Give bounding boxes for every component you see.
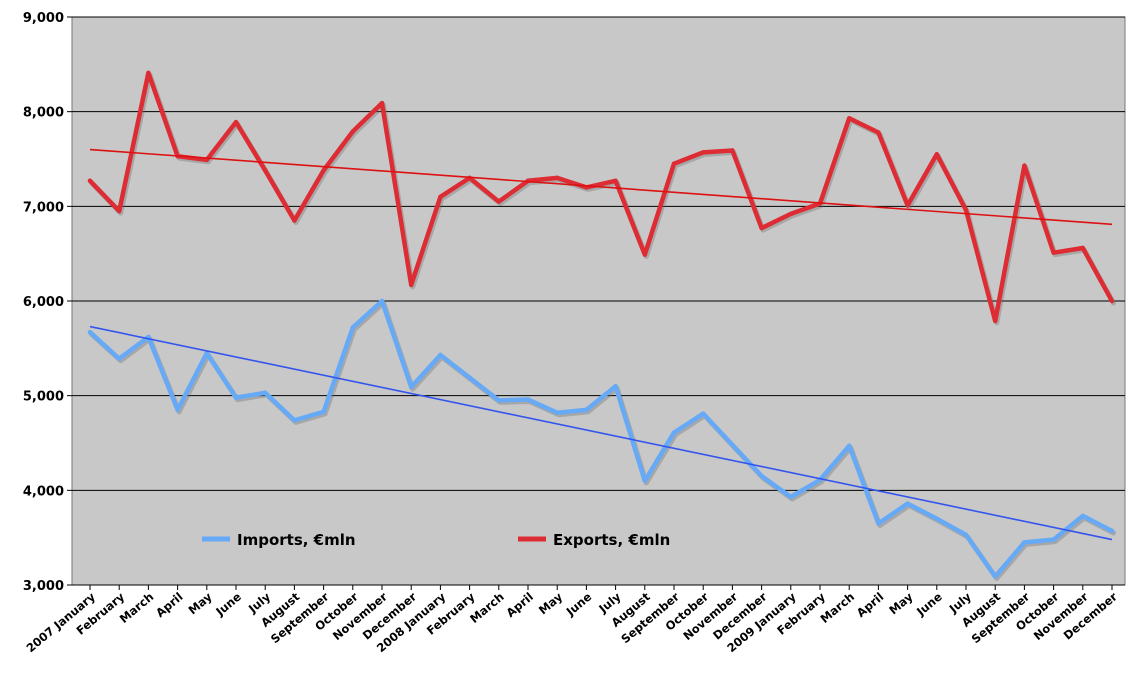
data-point-exports xyxy=(379,100,385,106)
data-point-exports xyxy=(613,178,618,183)
x-tick-label: May xyxy=(886,589,916,617)
data-point-imports xyxy=(525,397,531,402)
series-layer xyxy=(87,70,1116,581)
data-point-exports xyxy=(1022,163,1027,168)
x-tick-label: May xyxy=(186,589,216,617)
data-point-exports xyxy=(788,211,793,217)
data-point-exports xyxy=(671,161,677,166)
y-tick-label: 4,000 xyxy=(23,484,64,499)
trendline-imports xyxy=(89,325,1113,541)
data-point-exports xyxy=(1080,245,1086,251)
legend: Imports, €mln Exports, €mln xyxy=(202,531,670,549)
data-point-imports xyxy=(759,473,764,479)
y-tick-label: 7,000 xyxy=(23,200,64,215)
data-point-imports xyxy=(1109,528,1115,534)
x-tick-label: May xyxy=(536,589,566,617)
data-point-imports xyxy=(233,395,239,400)
y-tick-label: 8,000 xyxy=(23,106,64,121)
data-point-imports xyxy=(379,298,385,304)
grid-lines xyxy=(72,16,1125,586)
data-point-imports xyxy=(117,356,122,361)
data-point-imports xyxy=(876,521,881,526)
x-tick-label: April xyxy=(503,590,536,620)
data-point-imports xyxy=(730,442,735,448)
trendline-exports xyxy=(89,148,1113,226)
y-tick-label: 3,000 xyxy=(23,579,64,594)
data-point-imports xyxy=(701,411,706,416)
data-point-exports xyxy=(642,252,647,257)
data-point-exports xyxy=(438,194,443,200)
data-point-exports xyxy=(963,207,969,213)
series-line-imports xyxy=(87,298,1115,579)
data-point-imports xyxy=(555,410,560,415)
data-point-exports xyxy=(1109,298,1115,304)
x-tick-label: April xyxy=(153,590,186,620)
x-tick-label: April xyxy=(854,590,887,620)
data-point-exports xyxy=(321,168,326,173)
x-tick-label: June xyxy=(563,589,595,619)
data-point-imports xyxy=(671,430,677,435)
legend-label-exports: Exports, €mln xyxy=(553,531,670,549)
data-point-exports xyxy=(847,116,852,121)
data-point-imports xyxy=(993,574,998,579)
y-tick-label: 9,000 xyxy=(23,11,64,26)
data-point-exports xyxy=(496,199,501,204)
x-tick-label: June xyxy=(913,589,945,619)
y-tick-label: 5,000 xyxy=(23,390,64,405)
data-point-imports xyxy=(934,516,939,521)
data-point-exports xyxy=(701,150,706,155)
data-point-imports xyxy=(1022,540,1027,545)
data-point-imports xyxy=(175,407,180,413)
data-point-imports xyxy=(584,407,589,413)
data-point-imports xyxy=(613,384,618,389)
data-point-imports xyxy=(87,330,93,335)
data-point-exports xyxy=(409,282,414,288)
data-point-exports xyxy=(350,129,355,134)
data-point-exports xyxy=(117,208,122,214)
data-point-imports xyxy=(263,390,268,396)
data-point-imports xyxy=(642,478,647,484)
data-point-imports xyxy=(1080,513,1086,519)
data-point-imports xyxy=(204,350,209,356)
data-point-exports xyxy=(759,225,764,231)
data-point-exports xyxy=(993,318,998,324)
y-axis: 3,000 4,000 5,000 6,000 7,000 8,000 9,000 xyxy=(23,11,72,594)
data-point-exports xyxy=(292,218,297,223)
data-point-exports xyxy=(233,119,239,125)
data-point-imports xyxy=(496,398,501,403)
data-point-exports xyxy=(876,130,881,135)
data-point-exports xyxy=(87,178,93,183)
data-point-imports xyxy=(1051,537,1056,542)
data-point-imports xyxy=(350,325,355,330)
data-point-imports xyxy=(788,494,793,500)
data-point-imports xyxy=(292,418,297,423)
data-point-imports xyxy=(438,352,443,358)
data-point-imports xyxy=(847,443,852,449)
data-point-imports xyxy=(963,532,969,538)
legend-label-imports: Imports, €mln xyxy=(237,531,356,549)
data-point-exports xyxy=(146,70,151,76)
data-point-exports xyxy=(555,175,560,181)
data-point-imports xyxy=(905,501,910,506)
data-point-exports xyxy=(934,152,939,157)
data-point-imports xyxy=(321,409,326,414)
data-point-imports xyxy=(409,384,414,390)
data-point-exports xyxy=(263,168,268,173)
y-tick-label: 6,000 xyxy=(23,295,64,310)
x-tick-label: June xyxy=(212,589,244,619)
data-point-exports xyxy=(905,203,910,208)
data-point-imports xyxy=(467,375,472,380)
data-point-exports xyxy=(1051,250,1056,255)
data-point-exports xyxy=(730,148,735,153)
